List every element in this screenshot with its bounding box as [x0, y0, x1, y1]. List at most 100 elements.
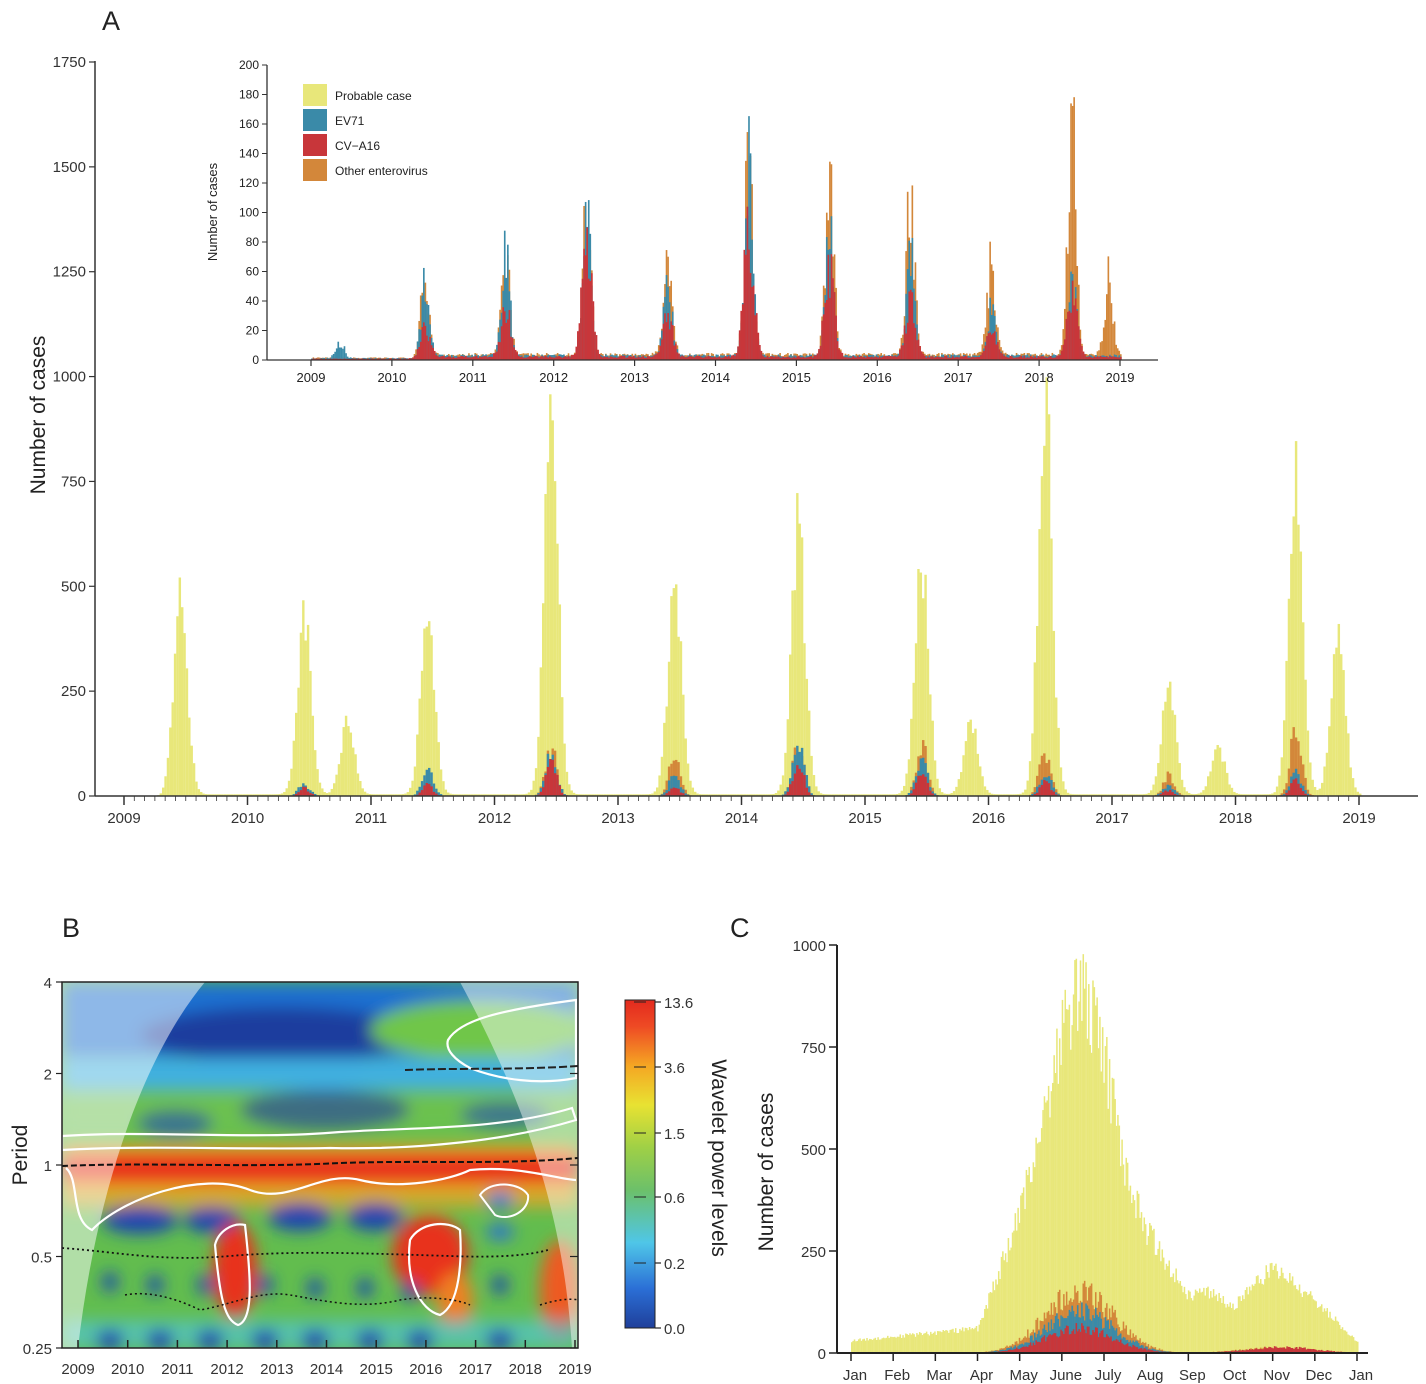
c-probable-bar-250 — [1197, 1292, 1200, 1353]
c-cva16-bar-131 — [1032, 1342, 1035, 1353]
inset-cva16-bar-434 — [986, 336, 988, 360]
c-probable-bar-281 — [1240, 1300, 1243, 1353]
inset-y-tick-label-8: 160 — [239, 117, 259, 131]
probable-bar-179 — [549, 394, 552, 796]
probable-bar-378 — [1021, 792, 1025, 796]
probable-bar-176 — [542, 603, 545, 796]
probable-bar-304 — [846, 794, 849, 796]
c-probable-bar-145 — [1052, 1082, 1054, 1353]
c-probable-bar-297 — [1262, 1284, 1265, 1353]
probable-bar-250 — [717, 794, 721, 796]
probable-bar-198 — [594, 794, 597, 796]
inset-other-bar-434 — [986, 292, 988, 360]
a-x-tick-label-7: 2016 — [972, 810, 1005, 827]
c-probable-bar-267 — [1221, 1302, 1223, 1353]
probable-bar-373 — [1009, 794, 1013, 796]
c-ev71-bar-213 — [1146, 1346, 1148, 1353]
probable-bar-391 — [1052, 630, 1056, 796]
c-cva16-bar-198 — [1125, 1344, 1128, 1353]
cva16-bar-386 — [1164, 790, 1167, 796]
probable-bar-286 — [803, 643, 806, 796]
ev71-bar-72 — [418, 786, 421, 796]
probable-bar-32 — [200, 791, 203, 796]
c-probable-bar-271 — [1226, 1304, 1229, 1353]
probable-bar-31 — [197, 789, 201, 796]
c-probable-bar-344 — [1327, 1317, 1330, 1353]
c-cva16-bar-133 — [1035, 1340, 1037, 1353]
c-probable-bar-197 — [1124, 1185, 1126, 1353]
probable-bar-40 — [219, 794, 222, 796]
probable-bar-418 — [1116, 794, 1120, 796]
probable-bar-241 — [696, 793, 699, 796]
inset-cva16-bar-326 — [818, 348, 820, 360]
probable-bar-481 — [1266, 794, 1269, 796]
probable-bar-345 — [943, 793, 946, 796]
inset-cva16-bar-409 — [947, 357, 949, 360]
probable-bar-476 — [1254, 794, 1257, 796]
probable-bar-488 — [1283, 720, 1286, 796]
probable-bar-120 — [409, 787, 412, 796]
inset-other-bar-231 — [670, 280, 673, 360]
inset-cva16-bar-462 — [1029, 355, 1032, 360]
cva16-bar-444 — [1302, 791, 1305, 796]
inset-cva16-bar-79 — [433, 350, 436, 360]
c-probable-bar-287 — [1248, 1286, 1251, 1353]
probable-bar-449 — [1190, 793, 1193, 796]
probable-bar-144 — [466, 794, 469, 796]
c-cva16-bar-162 — [1075, 1323, 1078, 1353]
probable-bar-231 — [672, 588, 676, 796]
probable-bar-261 — [743, 794, 747, 796]
c-cva16-bar-179 — [1099, 1333, 1101, 1353]
probable-bar-377 — [1019, 793, 1022, 796]
cva16-bar-72 — [418, 792, 421, 796]
probable-bar-252 — [722, 794, 725, 796]
cva16-bar-335 — [1043, 779, 1046, 796]
inset-cva16-bar-345 — [847, 357, 850, 360]
inset-ev71-bar-260 — [715, 354, 718, 360]
other-bar-442 — [1297, 741, 1300, 796]
inset-cva16-bar-313 — [797, 355, 800, 360]
inset-cva16-bar-102 — [469, 357, 472, 360]
inset-ev71-bar-52 — [391, 357, 394, 360]
c-probable-bar-265 — [1218, 1292, 1220, 1353]
probable-bar-483 — [1271, 793, 1274, 796]
c-cva16-bar-141 — [1046, 1337, 1048, 1353]
c-cva16-bar-183 — [1104, 1337, 1107, 1353]
cva16-bar-439 — [1290, 783, 1293, 796]
probable-bar-327 — [900, 790, 904, 796]
c-probable-bar-49 — [918, 1332, 921, 1353]
probable-bar-303 — [843, 794, 847, 796]
inset-cva16-bar-394 — [923, 355, 926, 360]
probable-bar-150 — [480, 794, 483, 796]
c-probable-bar-163 — [1076, 1030, 1079, 1353]
c-cva16-bar-279 — [1237, 1350, 1240, 1353]
c-cva16-bar-182 — [1103, 1337, 1105, 1353]
inset-cva16-bar-499 — [1087, 356, 1089, 360]
inset-other-bar-513 — [1109, 282, 1111, 360]
c-probable-bar-116 — [1011, 1232, 1014, 1353]
c-probable-bar-72 — [950, 1329, 953, 1353]
inset-cva16-bar-232 — [671, 325, 674, 360]
inset-ev71-bar-460 — [1026, 354, 1029, 360]
cva16-bar-228 — [789, 784, 792, 796]
a-x-tick-label-8: 2017 — [1095, 810, 1128, 827]
c-probable-bar-68 — [945, 1330, 947, 1353]
inset-cva16-bar-483 — [1062, 344, 1065, 360]
probable-bar-248 — [713, 794, 716, 796]
c-probable-bar-55 — [927, 1334, 929, 1353]
probable-bar-55 — [254, 794, 258, 796]
c-probable-bar-223 — [1160, 1261, 1162, 1353]
inset-cva16-bar-214 — [643, 357, 646, 360]
inset-cva16-bar-218 — [650, 356, 652, 360]
probable-bar-453 — [1199, 792, 1203, 796]
inset-cva16-bar-477 — [1053, 357, 1055, 360]
c-cva16-bar-139 — [1043, 1335, 1046, 1353]
probable-bar-265 — [753, 794, 756, 796]
ev71-bar-233 — [800, 747, 804, 796]
inset-cva16-bar-164 — [566, 357, 568, 360]
c-probable-bar-266 — [1219, 1298, 1222, 1353]
c-probable-bar-169 — [1085, 962, 1087, 1353]
inset-ev71-bar-451 — [1012, 355, 1015, 360]
c-probable-bar-176 — [1094, 1005, 1097, 1353]
inset-cva16-bar-278 — [743, 249, 746, 360]
